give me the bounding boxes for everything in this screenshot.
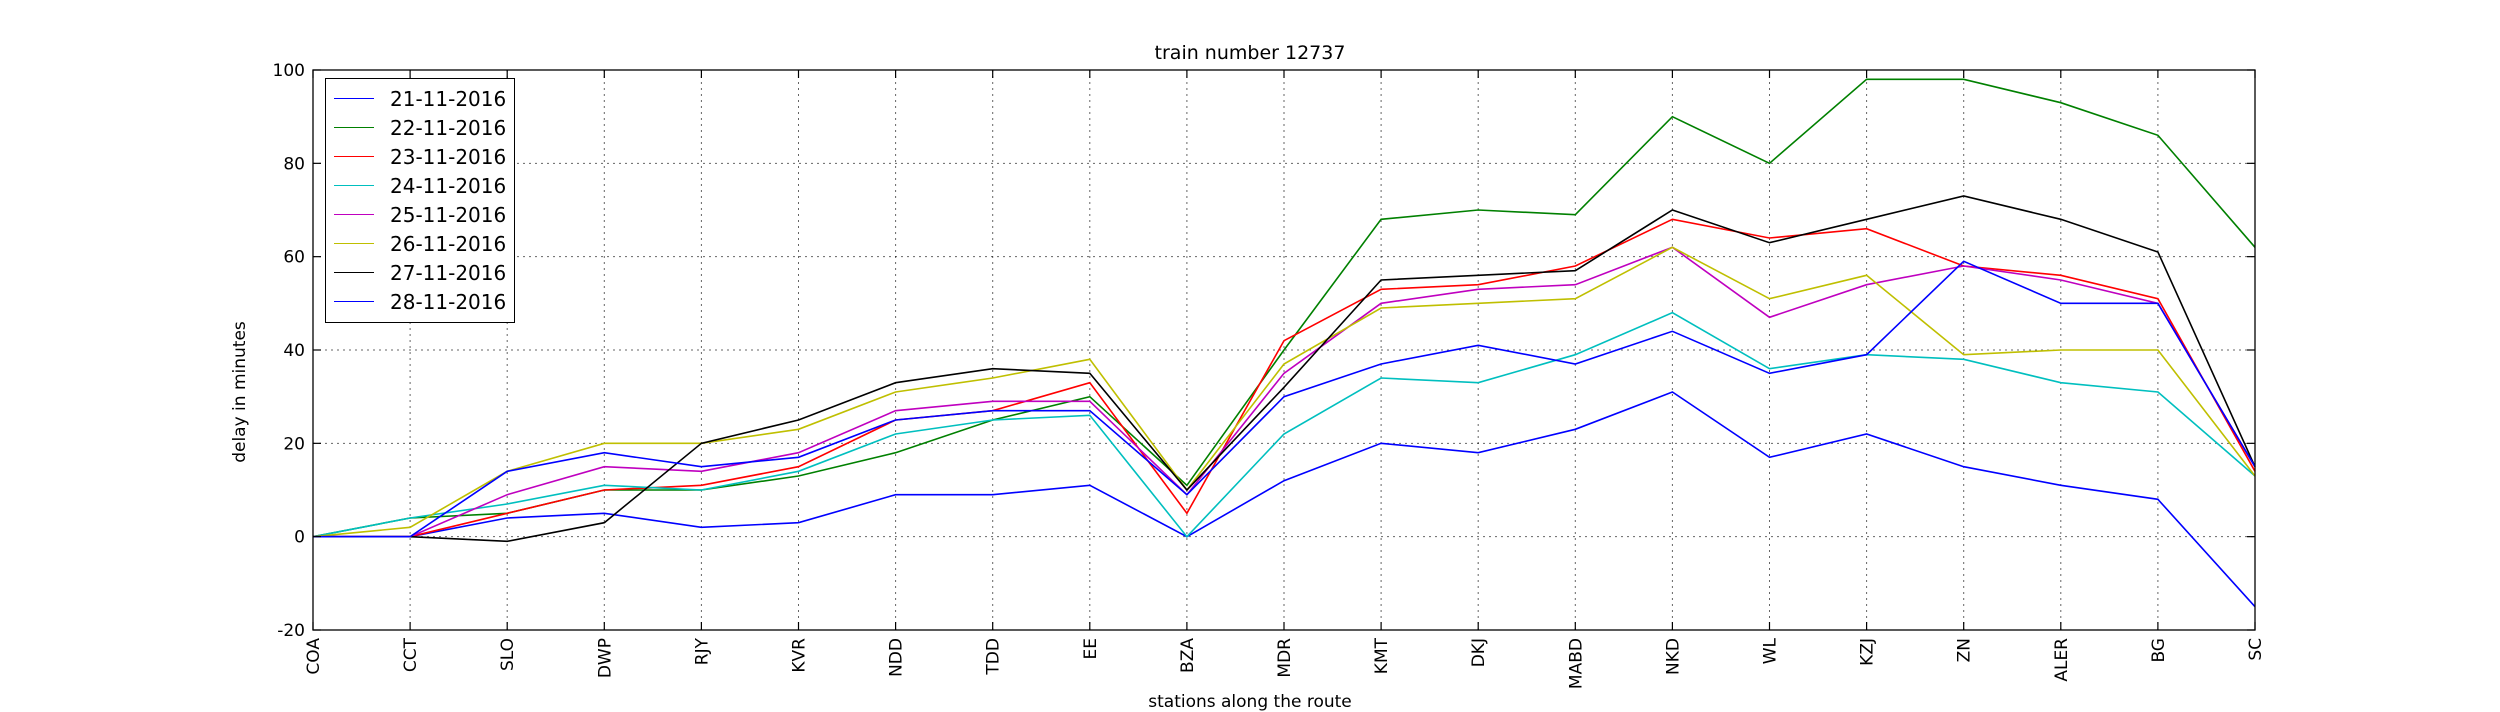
legend-item: 26-11-2016 [334,229,506,258]
axis-ticks: -20 0 20 40 60 80 100 COA CCT SLO DWP RJY KVR NDD TDD E… [273,61,2266,689]
series-line-23-11-2016 [313,218,2256,538]
x-tick-label: BG [2149,638,2169,663]
x-tick-label: MABD [1566,638,1586,689]
legend-item: 28-11-2016 [334,287,506,316]
x-tick-label: BZA [1178,638,1198,673]
y-tick-label: 80 [283,154,305,174]
x-tick-label: MDR [1275,638,1295,678]
x-tick-label: NDD [887,638,907,677]
legend-item: 25-11-2016 [334,200,506,229]
series-line-26-11-2016 [312,246,2256,538]
x-tick-label: DWP [595,638,615,678]
series-line-27-11-2016 [313,195,2256,543]
x-tick-label: DKJ [1469,638,1489,667]
legend-swatch [334,214,374,215]
legend-item: 24-11-2016 [334,171,506,200]
y-tick-label: -20 [277,621,305,641]
y-tick-label: 40 [283,341,305,361]
legend-label: 26-11-2016 [390,231,507,256]
x-tick-label: KZJ [1858,638,1878,666]
y-tick-label: 100 [273,61,305,81]
y-tick-label: 60 [283,248,305,268]
x-tick-label: SC [2246,638,2266,661]
legend-item: 23-11-2016 [334,142,506,171]
series-lines [312,78,2256,608]
series-line-22-11-2016 [312,78,2256,538]
x-tick-label: KVR [790,638,810,673]
legend-swatch [334,98,374,99]
x-tick-label: EE [1081,638,1101,659]
series-line-21-11-2016 [313,391,2256,608]
legend-swatch [334,127,374,128]
legend-swatch [334,185,374,186]
x-tick-label: KMT [1372,637,1392,674]
x-tick-label: TDD [984,638,1004,676]
x-tick-label: CCT [401,637,421,672]
legend-label: 23-11-2016 [390,144,507,169]
chart-title: train number 12737 [1154,42,1346,64]
x-tick-label: ZN [1955,638,1975,662]
series-line-25-11-2016 [313,246,2256,538]
legend-label: 25-11-2016 [390,202,507,227]
legend-swatch [334,156,374,157]
legend-label: 22-11-2016 [390,115,507,140]
x-tick-label: ALER [2052,638,2072,682]
legend-item: 22-11-2016 [334,113,506,142]
series-line-28-11-2016 [313,260,2256,538]
x-axis-label: stations along the route [1148,692,1352,712]
x-tick-label: COA [304,638,324,675]
legend-label: 28-11-2016 [390,289,507,314]
chart-legend: 21-11-2016 22-11-2016 23-11-2016 24-11-2016… [325,78,516,323]
x-tick-label: WL [1761,637,1781,664]
x-tick-label: RJY [692,637,712,665]
legend-item: 27-11-2016 [334,258,506,287]
legend-label: 21-11-2016 [390,86,507,111]
legend-label: 27-11-2016 [390,260,507,285]
legend-swatch [334,243,374,244]
y-tick-label: 20 [283,434,305,454]
y-tick-label: 0 [294,528,305,548]
legend-swatch [334,272,374,273]
x-tick-label: NKD [1663,638,1683,675]
x-tick-label: SLO [498,638,518,671]
legend-item: 21-11-2016 [334,84,506,113]
legend-swatch [334,301,374,302]
series-line-24-11-2016 [312,311,2256,538]
y-axis-label: delay in minutes [230,321,250,463]
legend-label: 24-11-2016 [390,173,507,198]
